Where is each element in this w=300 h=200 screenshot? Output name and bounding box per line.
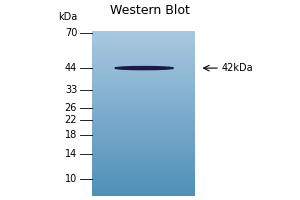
Text: 22: 22 [64, 115, 77, 125]
Text: 18: 18 [65, 130, 77, 140]
Text: 33: 33 [65, 85, 77, 95]
Title: Western Blot: Western Blot [110, 4, 190, 17]
Text: 10: 10 [65, 174, 77, 184]
Text: 14: 14 [65, 149, 77, 159]
Text: kDa: kDa [58, 12, 77, 22]
Text: 44: 44 [65, 63, 77, 73]
Text: 70: 70 [65, 28, 77, 38]
Text: 42kDa: 42kDa [221, 63, 253, 73]
Ellipse shape [115, 67, 173, 70]
Text: 26: 26 [65, 103, 77, 113]
